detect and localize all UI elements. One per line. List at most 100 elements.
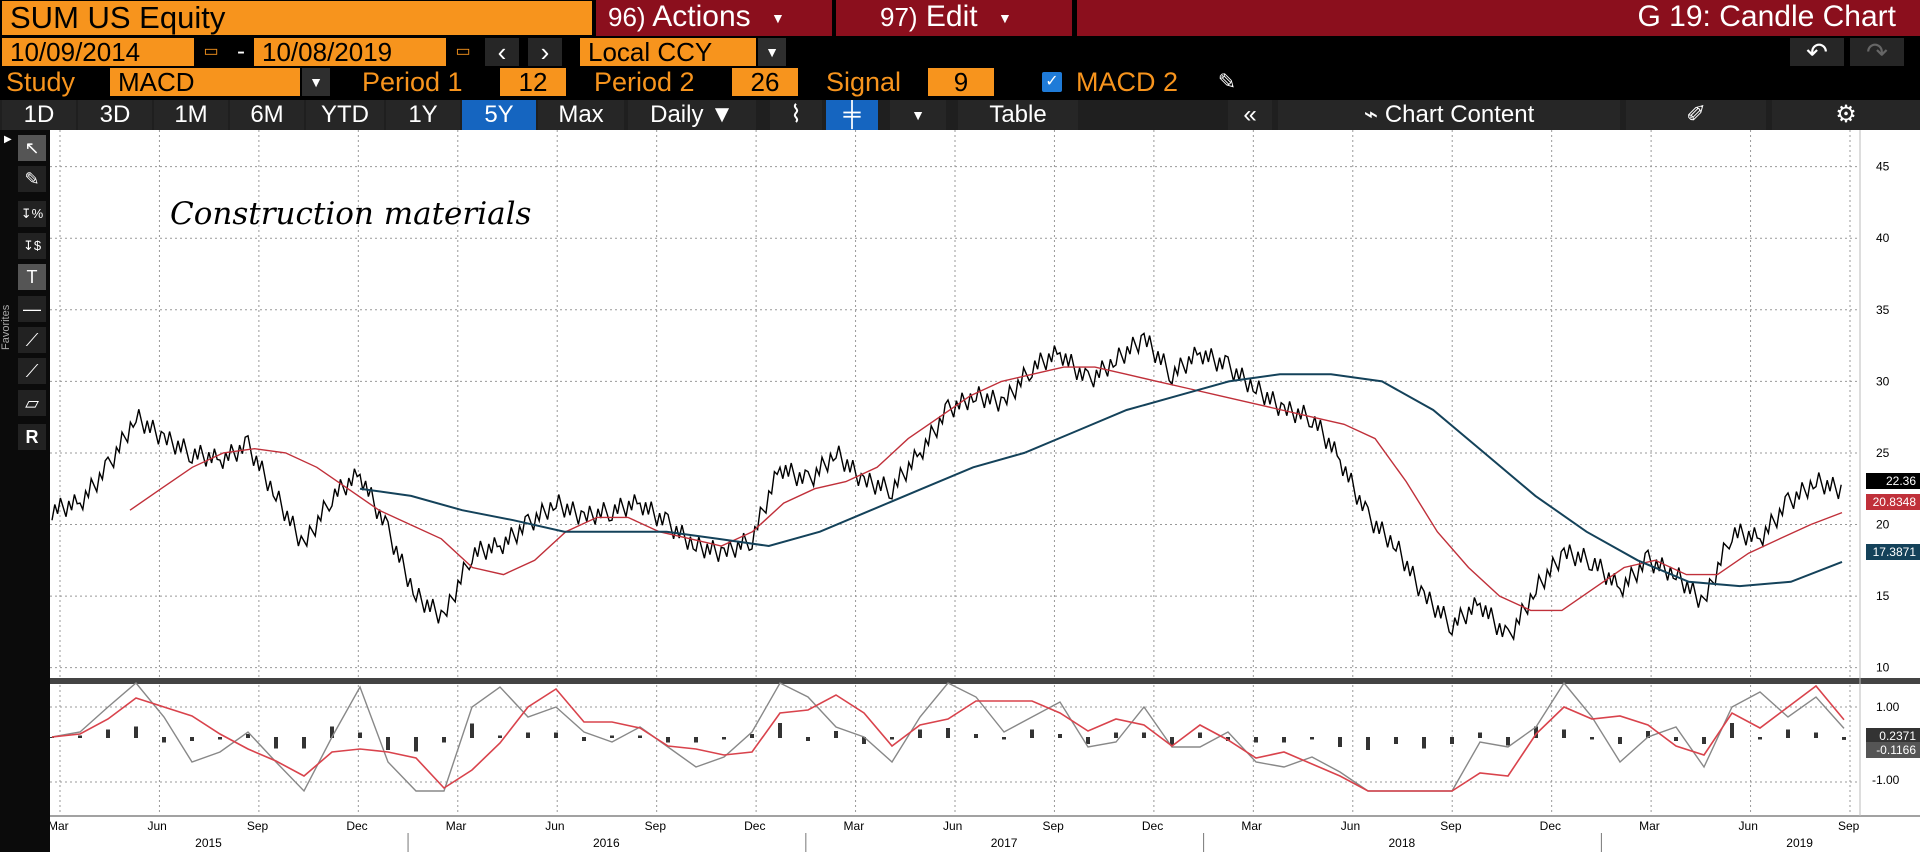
x-tick-label: Dec: [1540, 819, 1561, 833]
macd-histogram-bar: [862, 737, 866, 744]
tab-max[interactable]: Max: [538, 100, 624, 130]
chevron-down-icon[interactable]: ▼: [890, 100, 946, 130]
macd-histogram-bar: [1338, 737, 1342, 747]
macd-histogram-bar: [1646, 731, 1650, 738]
signal-line: [51, 684, 1845, 792]
period-select[interactable]: Daily ▼: [628, 100, 756, 130]
page-title: G 19: Candle Chart: [1077, 0, 1920, 36]
tab-ytd[interactable]: YTD: [306, 100, 384, 130]
chevron-down-icon[interactable]: ▼: [758, 38, 786, 66]
y-tick-label: 25: [1876, 446, 1890, 460]
candle-chart[interactable]: 10 15 20 25 30 35 40 45 Mar Jun Sep Dec Mar Jun Sep De…: [50, 130, 1920, 852]
study-select[interactable]: MACD: [110, 68, 300, 96]
tab-3d[interactable]: 3D: [78, 100, 152, 130]
chart-annotation[interactable]: Construction materials: [170, 196, 532, 232]
macd-histogram-bar: [1282, 737, 1286, 743]
regression-icon[interactable]: R: [18, 424, 46, 450]
x-tick-label: Mar: [844, 819, 865, 833]
next-period-button[interactable]: ›: [528, 38, 562, 66]
security-ticker-field[interactable]: SUM US Equity: [2, 1, 592, 35]
y-tick-label: 10: [1876, 661, 1890, 675]
trendline-icon[interactable]: ⟋: [18, 327, 46, 353]
channel-icon[interactable]: ▱: [18, 390, 46, 416]
tab-1m[interactable]: 1M: [154, 100, 228, 130]
tab-1d[interactable]: 1D: [2, 100, 76, 130]
x-tick-label: Sep: [1042, 819, 1064, 833]
macd-histogram-bar: [1310, 737, 1314, 740]
tab-5y[interactable]: 5Y: [462, 100, 536, 130]
undo-icon[interactable]: ↶: [1790, 38, 1844, 66]
macd-histogram-bar: [834, 731, 838, 738]
candle-chart-icon[interactable]: ╪: [826, 100, 878, 130]
gear-icon[interactable]: ⚙: [1772, 100, 1920, 130]
ma-red-tag: 20.8348: [1866, 494, 1920, 510]
redo-icon[interactable]: ↷: [1850, 38, 1904, 66]
chevron-down-icon[interactable]: ▼: [302, 68, 330, 96]
actions-number: 96): [608, 2, 646, 32]
macd2-checkbox[interactable]: ✓: [1042, 72, 1062, 92]
period2-label: Period 2: [594, 67, 695, 97]
horizontal-line-icon[interactable]: —: [18, 296, 46, 322]
macd-histogram-bar: [554, 732, 558, 738]
macd-histogram-bar: [1114, 732, 1118, 738]
x-tick-label: Jun: [147, 819, 166, 833]
macd-histogram-bar: [610, 735, 614, 738]
end-date-field[interactable]: 10/08/2019: [254, 38, 446, 66]
ma-blue-line: [359, 373, 1843, 588]
actions-menu-button[interactable]: 96) Actions ▼: [596, 0, 832, 36]
signal-label: Signal: [826, 67, 902, 97]
macd-histogram-bar: [526, 732, 530, 738]
expand-toolbar-icon[interactable]: ▶: [4, 134, 12, 145]
time-axis: Mar Jun Sep Dec Mar Jun Sep Dec Mar Jun Sep Dec Mar J…: [50, 819, 1860, 852]
start-date-field[interactable]: 10/09/2014: [2, 38, 194, 66]
table-button[interactable]: Table: [958, 100, 1078, 130]
price-series: [51, 332, 1843, 642]
pencil-icon[interactable]: ✎: [1217, 69, 1237, 94]
prev-period-button[interactable]: ‹: [485, 38, 519, 66]
percent-tool-icon[interactable]: ↧%: [18, 201, 46, 227]
x-tick-label: Mar: [446, 819, 467, 833]
period-select-label: Daily: [650, 101, 704, 128]
edit-chart-icon[interactable]: ✐: [1626, 100, 1766, 130]
macd-histogram-bar: [274, 737, 278, 749]
tab-6m[interactable]: 6M: [230, 100, 304, 130]
macd-histogram-bar: [1562, 729, 1566, 738]
macd-histogram-bar: [582, 737, 586, 741]
period1-input[interactable]: 12: [500, 68, 566, 96]
signal-input[interactable]: 9: [928, 68, 994, 96]
edit-number: 97): [880, 2, 918, 32]
currency-select[interactable]: Local CCY: [580, 38, 756, 66]
macd-histogram-bar: [1478, 732, 1482, 738]
macd-histogram-bar: [1422, 737, 1426, 749]
chart-area[interactable]: [50, 130, 1920, 852]
panel-separator: [50, 678, 1920, 684]
macd-histogram-bar: [1758, 737, 1762, 740]
dollar-tool-icon[interactable]: ↧$: [18, 233, 46, 259]
chart-content-button[interactable]: ⌁ Chart Content: [1278, 100, 1620, 130]
chart-content-icon: ⌁: [1363, 101, 1379, 128]
x-tick-label: Sep: [247, 819, 269, 833]
macd-histogram-bar: [442, 737, 446, 743]
macd-histogram-bar: [890, 737, 894, 740]
x-tick-label: Mar: [1639, 819, 1660, 833]
calendar-icon[interactable]: ▭: [196, 38, 226, 66]
pointer-tool-icon[interactable]: ↖: [18, 135, 46, 161]
macd-histogram-bar: [1002, 737, 1006, 740]
draw-tool-icon[interactable]: ✎: [18, 166, 46, 192]
macd-histogram-bar: [1198, 732, 1202, 738]
macd-histogram-bar: [246, 734, 250, 738]
macd-histogram-bar: [218, 737, 222, 740]
x-year-label: 2015: [195, 836, 222, 850]
tab-1y[interactable]: 1Y: [386, 100, 460, 130]
calendar-icon[interactable]: ▭: [448, 38, 478, 66]
collapse-icon[interactable]: «: [1228, 100, 1272, 130]
text-tool-icon[interactable]: T: [18, 264, 46, 290]
x-year-label: 2016: [593, 836, 620, 850]
x-tick-label: Jun: [943, 819, 962, 833]
ray-icon[interactable]: ⟋: [18, 358, 46, 384]
period2-input[interactable]: 26: [732, 68, 798, 96]
macd-histogram-bar: [386, 737, 390, 750]
edit-menu-button[interactable]: 97) Edit ▼: [836, 0, 1072, 36]
line-chart-icon[interactable]: ⌇: [770, 100, 822, 130]
x-tick-label: Sep: [1838, 819, 1860, 833]
